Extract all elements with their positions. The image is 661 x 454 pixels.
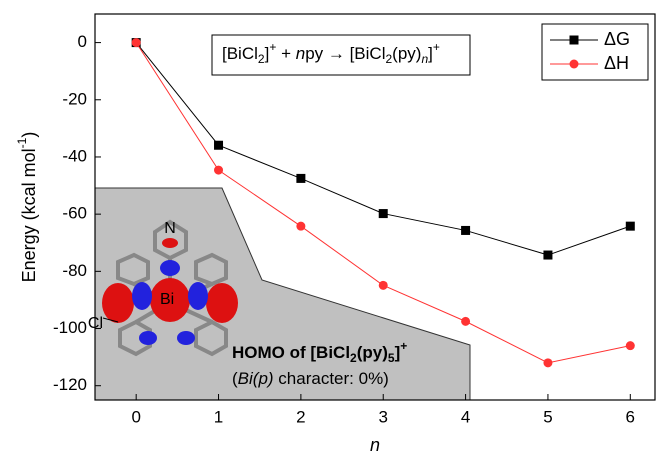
text: (py) bbox=[357, 343, 388, 362]
chart: N Bi Cl HOMO of [BiCl2(py)5]+ (Bi(p) cha… bbox=[0, 0, 661, 454]
text: n bbox=[296, 44, 305, 63]
inset-caption: (Bi(p) character: 0%) bbox=[232, 369, 389, 388]
text: + bbox=[276, 44, 295, 63]
legend-label: ΔH bbox=[604, 53, 629, 73]
y-tick-label: -120 bbox=[53, 375, 87, 394]
x-tick-label: 0 bbox=[131, 407, 140, 426]
legend-marker bbox=[570, 60, 579, 69]
x-tick-label: 3 bbox=[379, 407, 388, 426]
legend-label: ΔG bbox=[604, 29, 630, 49]
x-tick-label: 5 bbox=[543, 407, 552, 426]
x-tick-label: 1 bbox=[214, 407, 223, 426]
text: Energy (kcal mol bbox=[19, 148, 39, 282]
text: HOMO of [BiCl bbox=[232, 343, 350, 362]
y-tick-label: -100 bbox=[53, 318, 87, 337]
text: (py) bbox=[392, 44, 421, 63]
text: py → [BiCl bbox=[305, 44, 385, 63]
legend-box bbox=[542, 24, 648, 80]
data-point bbox=[461, 317, 470, 326]
text: [BiCl bbox=[222, 44, 258, 63]
x-axis-label: n bbox=[370, 435, 380, 454]
equation: [BiCl2]+ + npy → [BiCl2(py)n]+ bbox=[222, 40, 440, 66]
y-tick-label: -40 bbox=[62, 146, 87, 165]
legend-marker bbox=[570, 36, 579, 45]
text: + bbox=[400, 339, 407, 353]
text: ) bbox=[19, 132, 39, 138]
text: character: 0%) bbox=[274, 369, 389, 388]
data-point bbox=[296, 174, 305, 183]
text: -1 bbox=[15, 137, 29, 148]
atom-label: N bbox=[164, 220, 176, 237]
data-point bbox=[214, 166, 223, 175]
y-tick-label: -60 bbox=[62, 204, 87, 223]
inset-title: HOMO of [BiCl2(py)5]+ bbox=[232, 339, 407, 365]
data-point bbox=[626, 341, 635, 350]
x-tick-label: 2 bbox=[296, 407, 305, 426]
text: Bi(p) bbox=[238, 369, 274, 388]
atom-label: Bi bbox=[160, 291, 174, 308]
data-point bbox=[379, 209, 388, 218]
y-tick-label: -20 bbox=[62, 89, 87, 108]
text: + bbox=[433, 40, 440, 54]
data-point bbox=[296, 222, 305, 231]
data-point bbox=[626, 222, 635, 231]
data-point bbox=[214, 141, 223, 150]
x-tick-label: 4 bbox=[461, 407, 470, 426]
data-point bbox=[132, 38, 141, 47]
data-point bbox=[543, 358, 552, 367]
y-tick-label: -80 bbox=[62, 261, 87, 280]
y-axis-label: Energy (kcal mol-1) bbox=[15, 132, 39, 283]
data-point bbox=[543, 251, 552, 260]
text: + bbox=[269, 40, 276, 54]
y-tick-label: 0 bbox=[78, 32, 87, 51]
data-point bbox=[461, 226, 470, 235]
data-point bbox=[379, 281, 388, 290]
x-tick-label: 6 bbox=[626, 407, 635, 426]
